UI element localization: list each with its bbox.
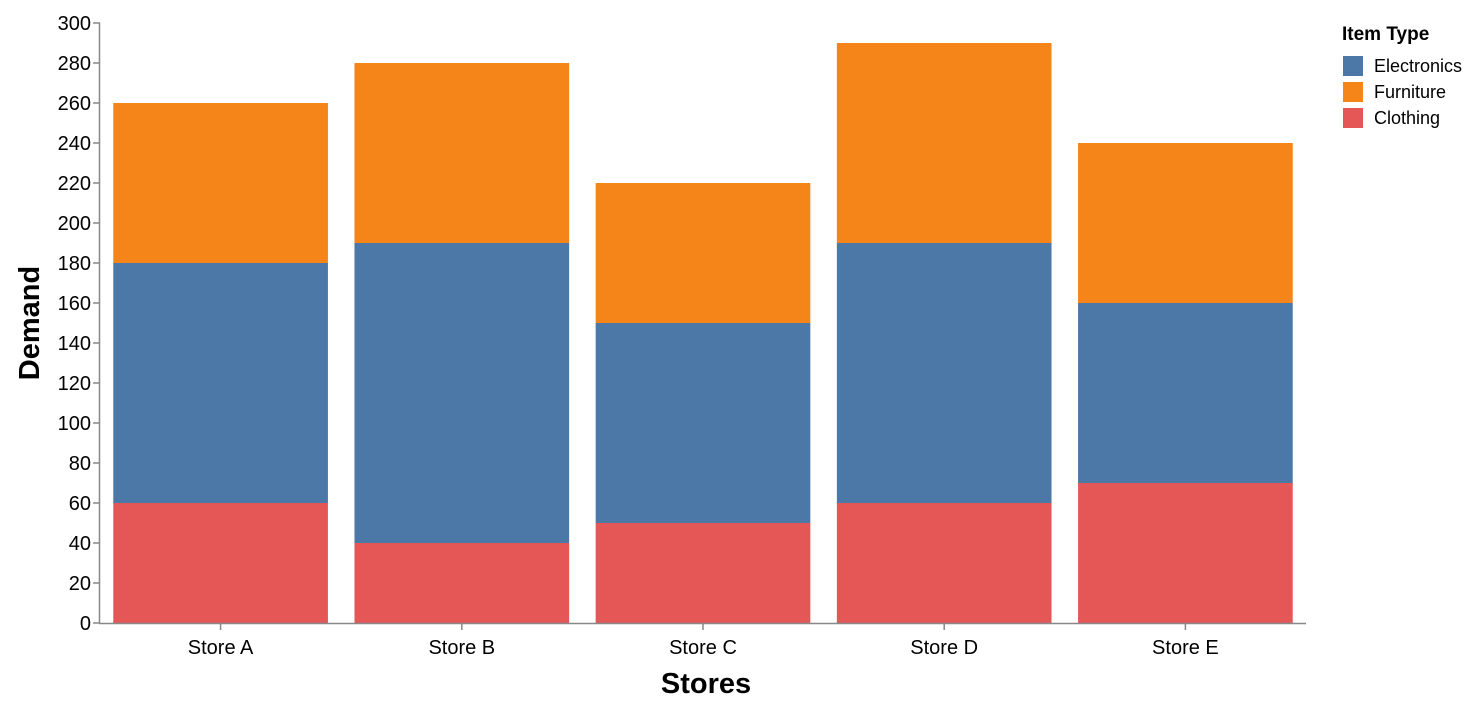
y-tick-label: 140: [58, 333, 91, 355]
bar-electronics-store-d: [836, 243, 1052, 503]
bar-furniture-store-c: [595, 183, 811, 323]
legend-swatch-clothing: [1343, 108, 1363, 128]
bar-furniture-store-a: [113, 103, 328, 263]
y-tick-label: 220: [58, 173, 91, 195]
x-tick-label: Store D: [910, 637, 978, 659]
bar-electronics-store-a: [113, 263, 328, 503]
y-tick-label: 240: [58, 133, 91, 155]
y-tick-label: 280: [58, 53, 91, 75]
legend-label-clothing: Clothing: [1374, 108, 1440, 128]
legend-swatch-furniture: [1343, 82, 1363, 102]
y-tick-label: 80: [69, 453, 91, 475]
y-tick-label: 180: [58, 253, 91, 275]
x-tick-label: Store B: [428, 637, 495, 659]
legend-label-electronics: Electronics: [1374, 56, 1462, 76]
bar-clothing-store-b: [354, 543, 570, 623]
bar-clothing-store-a: [113, 503, 328, 623]
bar-clothing-store-c: [595, 523, 811, 623]
bar-electronics-store-c: [595, 323, 811, 523]
y-tick-label: 200: [58, 213, 91, 235]
y-tick-label: 40: [69, 533, 91, 555]
y-tick-label: 120: [58, 373, 91, 395]
legend-swatch-electronics: [1343, 56, 1363, 76]
bar-electronics-store-b: [354, 243, 570, 543]
legend-label-furniture: Furniture: [1374, 82, 1446, 102]
bars-layer: [113, 43, 1293, 623]
x-axis-title: Stores: [661, 668, 751, 700]
bar-furniture-store-e: [1078, 143, 1293, 303]
legend-title: Item Type: [1342, 24, 1429, 45]
x-axis: Store A Store B Store C Store D Store E: [99, 622, 1306, 659]
y-axis: 0 20 40 60 80 100 120 140 160 180 200 220 240 260 280 3…: [58, 13, 101, 635]
x-tick-label: Store C: [669, 637, 737, 659]
x-tick-label: Store E: [1152, 637, 1219, 659]
y-tick-label: 260: [58, 93, 91, 115]
bar-furniture-store-b: [354, 63, 570, 243]
y-tick-label: 0: [80, 613, 91, 635]
bar-clothing-store-e: [1078, 483, 1293, 623]
bar-furniture-store-d: [836, 43, 1052, 243]
y-axis-title: Demand: [14, 266, 46, 380]
legend: Item Type Electronics Furniture Clothing: [1342, 24, 1462, 128]
y-tick-label: 160: [58, 293, 91, 315]
y-tick-label: 60: [69, 493, 91, 515]
bar-clothing-store-d: [836, 503, 1052, 623]
bar-electronics-store-e: [1078, 303, 1293, 483]
y-tick-label: 300: [58, 13, 91, 35]
x-tick-label: Store A: [188, 637, 254, 659]
y-tick-label: 20: [69, 573, 91, 595]
y-tick-label: 100: [58, 413, 91, 435]
